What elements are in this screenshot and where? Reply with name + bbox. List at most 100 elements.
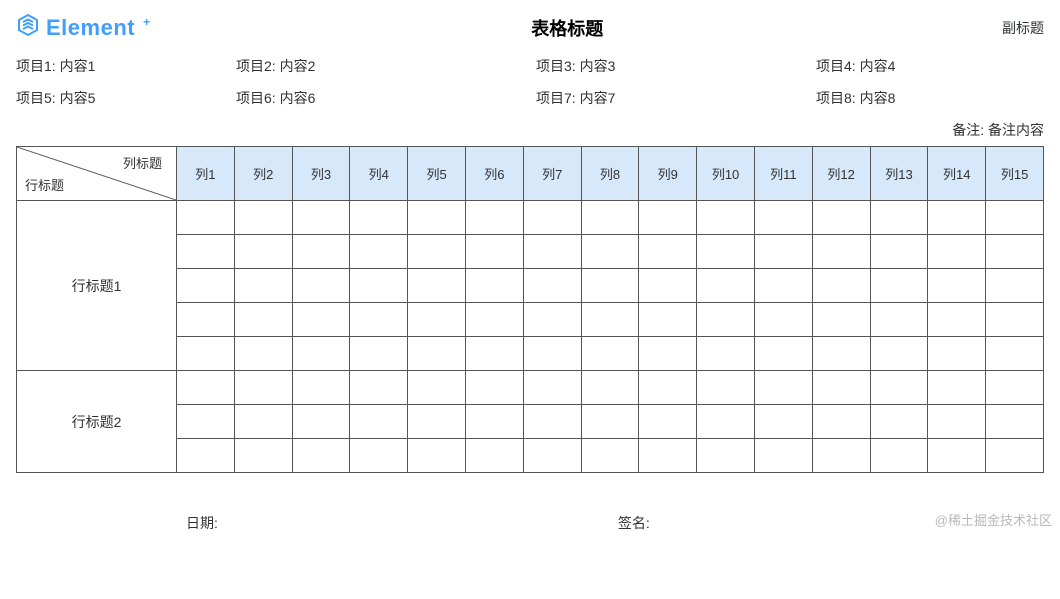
meta-cell: 项目3: 内容3 xyxy=(536,56,816,76)
column-header: 列11 xyxy=(754,147,812,201)
table-cell xyxy=(581,201,639,235)
table-cell xyxy=(928,337,986,371)
column-header: 列8 xyxy=(581,147,639,201)
table-cell xyxy=(697,235,755,269)
table-cell xyxy=(812,269,870,303)
meta-cell: 项目2: 内容2 xyxy=(236,56,536,76)
table-cell xyxy=(523,439,581,473)
table-cell xyxy=(350,303,408,337)
table-cell xyxy=(177,439,235,473)
table-cell xyxy=(870,269,928,303)
table-cell xyxy=(408,337,466,371)
table-cell xyxy=(177,269,235,303)
table-cell xyxy=(754,269,812,303)
meta-cell: 项目6: 内容6 xyxy=(236,88,536,108)
table-cell xyxy=(408,269,466,303)
table-cell xyxy=(292,201,350,235)
table-cell xyxy=(408,235,466,269)
row-group-header: 行标题1 xyxy=(17,201,177,371)
meta-label: 项目4 xyxy=(816,58,852,74)
meta-cell: 项目7: 内容7 xyxy=(536,88,816,108)
table-cell xyxy=(292,439,350,473)
table-cell xyxy=(812,439,870,473)
header: Element + 表格标题 副标题 xyxy=(16,10,1044,46)
column-header: 列10 xyxy=(697,147,755,201)
table-cell xyxy=(408,439,466,473)
table-cell xyxy=(581,235,639,269)
table-cell xyxy=(697,269,755,303)
table-cell xyxy=(928,439,986,473)
table-cell xyxy=(928,201,986,235)
column-header: 列1 xyxy=(177,147,235,201)
table-cell xyxy=(523,337,581,371)
table-cell xyxy=(234,303,292,337)
meta-label: 项目8 xyxy=(816,90,852,106)
meta-value: 内容8 xyxy=(860,90,896,106)
table-cell xyxy=(177,235,235,269)
table-cell xyxy=(465,371,523,405)
table-cell xyxy=(408,303,466,337)
table-cell xyxy=(986,235,1044,269)
table-cell xyxy=(523,303,581,337)
table-row: 行标题2 xyxy=(17,371,1044,405)
table-cell xyxy=(292,405,350,439)
table-cell xyxy=(292,269,350,303)
table-cell xyxy=(581,371,639,405)
element-icon xyxy=(16,13,40,43)
column-header: 列12 xyxy=(812,147,870,201)
watermark: @稀土掘金技术社区 xyxy=(935,510,1052,529)
table-cell xyxy=(581,439,639,473)
table-cell xyxy=(986,201,1044,235)
page-title: 表格标题 xyxy=(151,15,984,41)
table-cell xyxy=(292,371,350,405)
footer: 日期: 签名: xyxy=(16,513,1044,533)
table-cell xyxy=(870,371,928,405)
meta-label: 项目2 xyxy=(236,58,272,74)
row-axis-label: 行标题 xyxy=(25,175,64,194)
table-cell xyxy=(812,371,870,405)
column-header: 列6 xyxy=(465,147,523,201)
table-cell xyxy=(639,337,697,371)
table-cell xyxy=(697,303,755,337)
table-cell xyxy=(639,405,697,439)
table-cell xyxy=(523,201,581,235)
meta-value: 内容7 xyxy=(580,90,616,106)
table-cell xyxy=(697,371,755,405)
table-cell xyxy=(177,337,235,371)
meta-value: 内容4 xyxy=(860,58,896,74)
meta-cell: 项目5: 内容5 xyxy=(16,88,236,108)
table-cell xyxy=(754,439,812,473)
table-cell xyxy=(870,439,928,473)
table-cell xyxy=(292,337,350,371)
table-cell xyxy=(986,405,1044,439)
meta-value: 内容1 xyxy=(60,58,96,74)
table-cell xyxy=(870,405,928,439)
brand-plus: + xyxy=(143,15,151,29)
table-cell xyxy=(581,337,639,371)
page-subtitle: 副标题 xyxy=(984,18,1044,38)
remark-line: 备注: 备注内容 xyxy=(16,120,1044,140)
table-cell xyxy=(234,439,292,473)
remark-value: 备注内容 xyxy=(988,122,1044,138)
table-cell xyxy=(350,201,408,235)
table-cell xyxy=(234,235,292,269)
table-cell xyxy=(639,371,697,405)
table-cell xyxy=(870,201,928,235)
table-cell xyxy=(350,337,408,371)
table-cell xyxy=(408,371,466,405)
table-cell xyxy=(350,439,408,473)
table-cell xyxy=(639,269,697,303)
column-header: 列15 xyxy=(986,147,1044,201)
table-cell xyxy=(292,235,350,269)
table-cell xyxy=(292,303,350,337)
table-cell xyxy=(928,269,986,303)
date-label: 日期: xyxy=(186,513,218,533)
table-cell xyxy=(812,303,870,337)
table-cell xyxy=(812,405,870,439)
table-cell xyxy=(177,201,235,235)
column-header: 列4 xyxy=(350,147,408,201)
remark-label: 备注 xyxy=(952,122,980,138)
meta-cell: 项目1: 内容1 xyxy=(16,56,236,76)
brand-name: Element xyxy=(46,15,135,41)
table-cell xyxy=(928,235,986,269)
